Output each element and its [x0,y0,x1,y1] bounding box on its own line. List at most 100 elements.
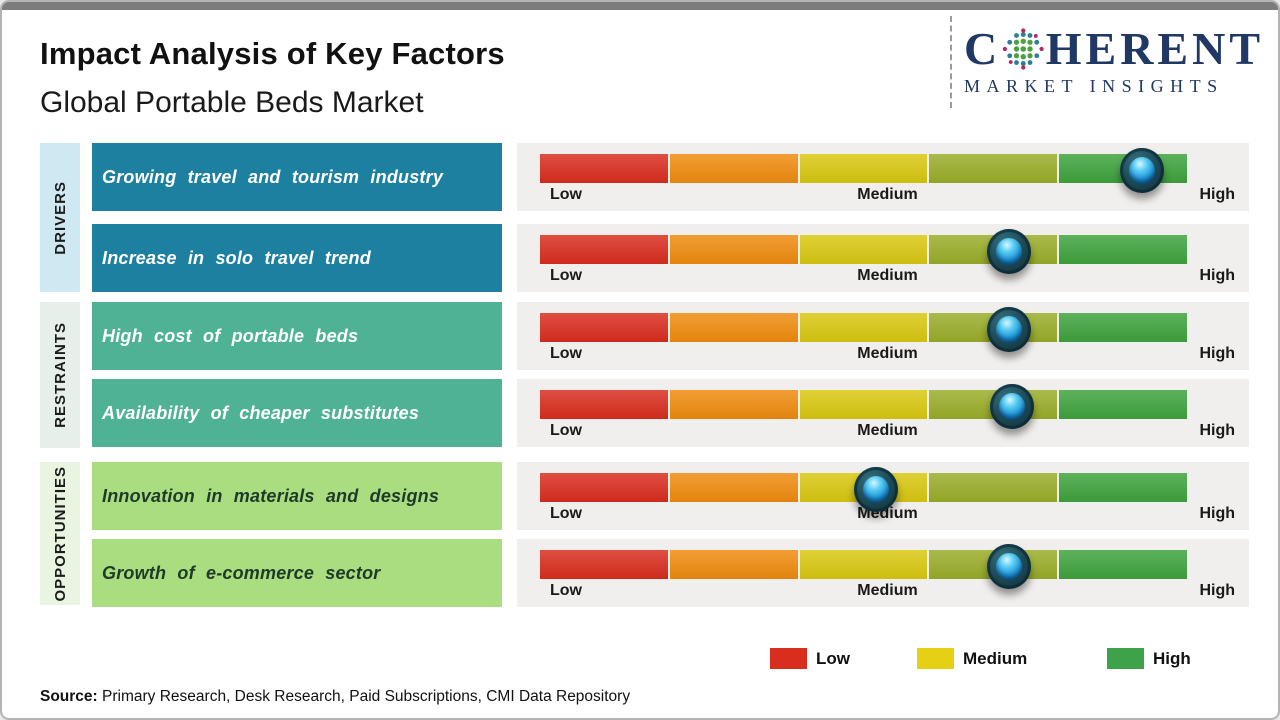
scale-label-high: High [1199,505,1235,522]
scale-labels: Low Medium High [540,267,1235,287]
impact-scale-bar [540,384,1187,429]
impact-scale-panel: Low Medium High [517,302,1249,370]
factor-label: Increase in solo travel trend [102,247,371,268]
globe-dots-icon [1003,28,1044,70]
impact-marker [990,384,1035,429]
logo-letter-c: C [964,23,1002,74]
source-label: Source: [40,688,98,705]
scale-label-medium: Medium [857,267,918,284]
scale-label-high: High [1199,267,1235,284]
section-label: RESTRAINTS [51,322,69,428]
impact-scale-panel: Low Medium High [517,379,1249,447]
impact-marker [987,544,1032,589]
scale-labels: Low Medium High [540,582,1235,602]
scale-segment [799,235,928,264]
legend-swatch-high [1107,648,1144,669]
impact-scale-bar [540,307,1187,352]
factor-label: Availability of cheaper substitutes [102,402,420,423]
scale-label-low: Low [550,267,582,284]
legend-swatch-low [770,648,807,669]
section-label: OPPORTUNITIES [51,465,69,602]
scale-segment [1059,235,1187,264]
source-line: Source: Primary Research, Desk Research,… [40,688,630,706]
factor-label: Innovation in materials and designs [102,485,440,506]
scale-segment [669,390,798,419]
impact-scale-bar [540,544,1187,589]
impact-marker [987,229,1032,274]
legend-label: High [1153,648,1191,668]
impact-scale-panel: Low Medium High [517,539,1249,607]
scale-segment [540,235,668,264]
scale-label-low: Low [550,345,582,362]
factor-label: Growing travel and tourism industry [102,166,444,187]
scale-segment [669,313,798,342]
scale-segment [669,550,798,579]
legend-label: Medium [963,648,1028,668]
factor-box: Increase in solo travel trend [92,224,502,292]
scale-label-low: Low [550,505,582,522]
scale-segment [799,390,928,419]
company-logo: C HERENT [964,26,1264,97]
legend-label: Low [816,648,850,668]
factor-box: Growing travel and tourism industry [92,143,502,211]
impact-marker [987,307,1032,352]
scale-label-low: Low [550,582,582,599]
scale-segment [1059,313,1187,342]
factor-box: Growth of e-commerce sector [92,539,502,607]
factor-box: Availability of cheaper substitutes [92,379,502,447]
scale-segment [799,550,928,579]
source-text: Primary Research, Desk Research, Paid Su… [102,688,631,705]
legend-item-high: High [1107,648,1191,669]
scale-label-high: High [1199,422,1235,439]
scale-segment [669,154,798,183]
scale-label-high: High [1199,345,1235,362]
scale-segment [540,550,668,579]
scale-labels: Low Medium High [540,422,1235,442]
scale-label-medium: Medium [857,186,918,203]
section-strip-drivers: DRIVERS [40,143,80,292]
scale-label-high: High [1199,186,1235,203]
impact-marker [854,467,899,512]
scale-label-low: Low [550,422,582,439]
factor-label: High cost of portable beds [102,325,359,346]
logo-tagline: MARKET INSIGHTS [964,76,1224,96]
legend-item-low: Low [770,648,850,669]
scale-segment [1059,550,1187,579]
page-subtitle: Global Portable Beds Market [40,86,424,119]
factor-label: Growth of e-commerce sector [102,562,381,583]
logo-letters-herent: HERENT [1045,23,1264,74]
impact-scale-bar [540,229,1187,274]
scale-segment [540,154,668,183]
factor-box: Innovation in materials and designs [92,462,502,530]
legend-item-medium: Medium [917,648,1027,669]
scale-label-medium: Medium [857,345,918,362]
scale-segment [1059,473,1187,502]
scale-segment [799,313,928,342]
section-strip-restraints: RESTRAINTS [40,302,80,448]
scale-segment [669,235,798,264]
scale-segment [669,473,798,502]
page-title: Impact Analysis of Key Factors [40,36,505,71]
impact-scale-panel: Low Medium High [517,462,1249,530]
scale-segment [929,154,1058,183]
scale-segment [1059,390,1187,419]
scale-segment [540,473,668,502]
factor-box: High cost of portable beds [92,302,502,370]
impact-scale-bar [540,148,1187,193]
logo-divider-dashed-line [950,16,952,108]
top-accent-bar [2,2,1278,10]
legend-swatch-medium [917,648,954,669]
scale-labels: Low Medium High [540,345,1235,365]
logo-wordmark: C HERENT [964,26,1264,72]
scale-label-high: High [1199,582,1235,599]
scale-segment [540,313,668,342]
scale-label-low: Low [550,186,582,203]
scale-labels: Low Medium High [540,186,1235,206]
scale-label-medium: Medium [857,422,918,439]
scale-segment [540,390,668,419]
section-strip-opportunities: OPPORTUNITIES [40,462,80,605]
impact-marker [1119,148,1164,193]
impact-scale-bar [540,467,1187,512]
scale-segment [799,154,928,183]
